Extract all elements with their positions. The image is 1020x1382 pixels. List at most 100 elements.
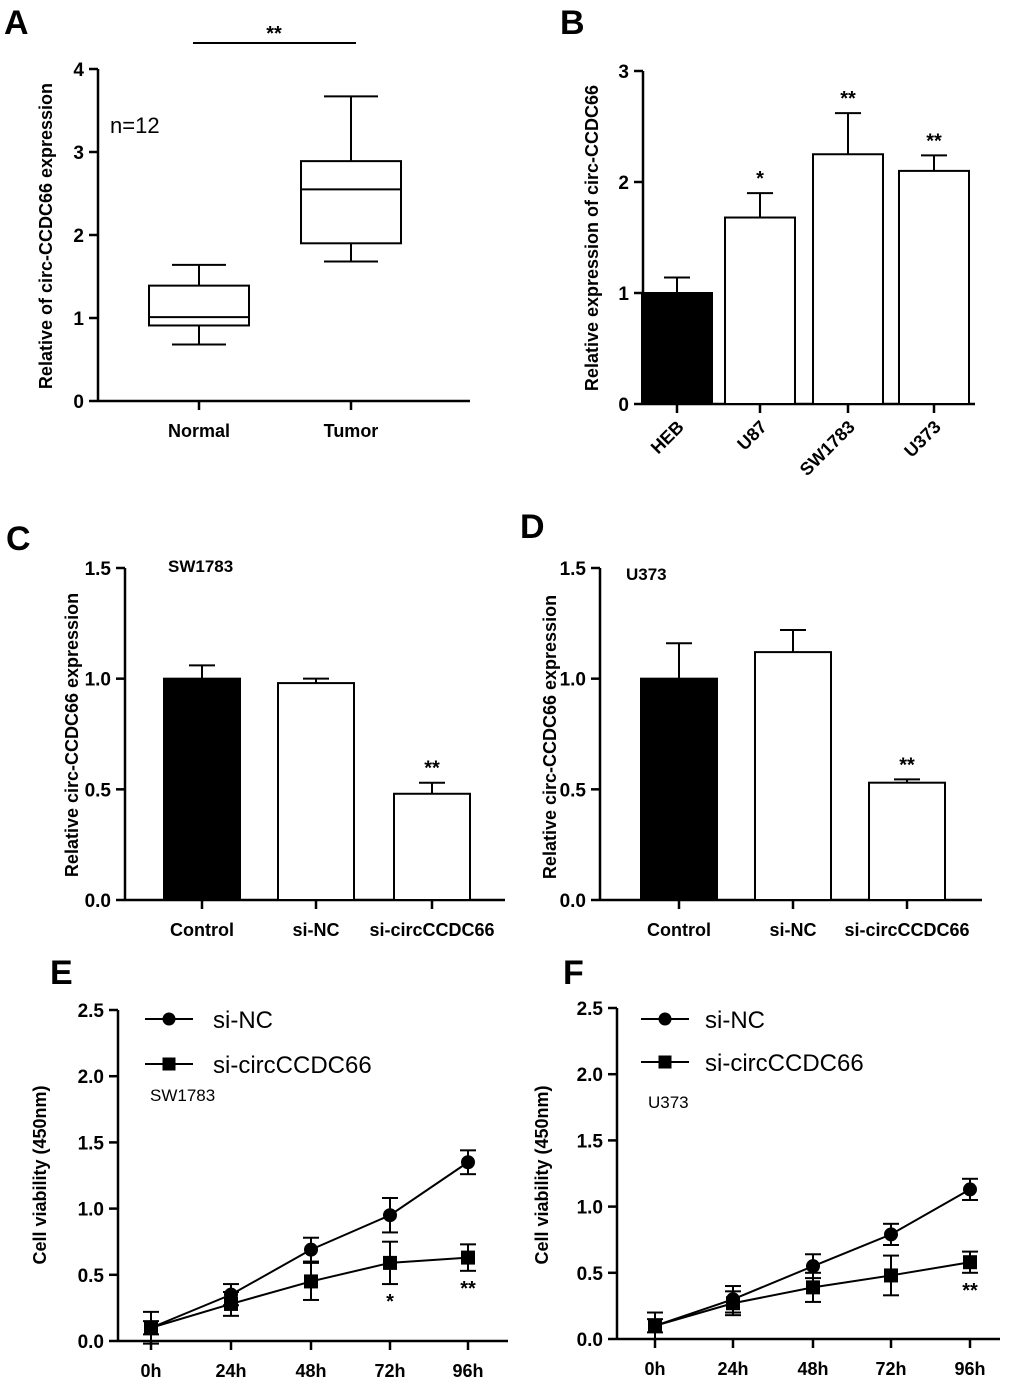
legend-marker-square (162, 1057, 176, 1071)
y-tick-label: 0.5 (577, 1264, 604, 1285)
panel-c-ylabel: Relative circ-CCDC66 expression (62, 593, 82, 877)
significance-marker: ** (899, 754, 915, 776)
x-category-label: 0h (140, 1361, 161, 1381)
data-point-square (224, 1296, 238, 1311)
y-tick-label: 3 (618, 62, 629, 83)
data-point-square (648, 1318, 662, 1333)
legend-marker-square (658, 1055, 672, 1069)
y-tick-label: 2.5 (78, 1001, 105, 1022)
legend-marker-circle (162, 1012, 176, 1026)
panel-b-label: B (560, 4, 585, 42)
x-category-label: 72h (875, 1359, 906, 1379)
panel-d-title: U373 (626, 565, 667, 584)
panel-f-legend-si-circccdc66: si-circCCDC66 (641, 1050, 864, 1077)
x-category-label: Normal (168, 421, 230, 441)
y-tick-label: 1.0 (577, 1198, 603, 1219)
x-category-label: 96h (954, 1359, 985, 1379)
panel-e-legend-si-nc: si-NC (145, 1007, 273, 1034)
x-category-label: 24h (717, 1359, 748, 1379)
bar-u373 (898, 169, 970, 405)
y-tick-label: 2.0 (577, 1065, 603, 1086)
data-point-square (383, 1255, 397, 1270)
legend-marker-circle (658, 1012, 672, 1026)
x-category-label: si-NC (769, 920, 816, 940)
x-category-label: 48h (295, 1361, 326, 1381)
panel-a: A Relative of circ-CCDC66 expression n=1… (4, 4, 470, 441)
y-tick-label: 0.5 (85, 780, 112, 801)
x-category-label: 24h (215, 1361, 246, 1381)
x-category-label: Control (647, 920, 711, 940)
x-category-label: HEB (647, 417, 688, 458)
significance-marker: * (756, 168, 764, 190)
bar-si-circccdc66 (868, 781, 946, 902)
y-tick-label: 1.5 (85, 559, 112, 580)
y-tick-label: 1.5 (577, 1131, 604, 1152)
data-point-circle (806, 1259, 820, 1274)
panel-c-label: C (6, 520, 31, 558)
significance-marker: ** (962, 1280, 978, 1302)
panel-b-ylabel: Relative expression of circ-CCDC66 (582, 85, 602, 391)
y-tick-label: 1.0 (85, 670, 111, 691)
y-tick-label: 0.0 (577, 1330, 603, 1351)
significance-marker: ** (840, 88, 856, 110)
data-point-square (963, 1255, 977, 1270)
panel-f: F Cell viability (450nm) si-NC si-circCC… (532, 954, 1000, 1379)
y-tick-label: 1.0 (560, 670, 586, 691)
data-point-square (726, 1296, 740, 1311)
panel-a-label: A (4, 4, 29, 42)
legend-label-si-circccdc66: si-circCCDC66 (705, 1050, 864, 1077)
data-point-square (461, 1250, 475, 1265)
data-point-circle (963, 1182, 977, 1197)
significance-marker: * (386, 1291, 394, 1313)
series-line-si-circccdc66 (150, 1256, 469, 1329)
x-category-label: SW1783 (796, 417, 859, 480)
data-point-circle (884, 1227, 898, 1242)
panel-f-subtitle: U373 (648, 1093, 689, 1112)
panel-a-ylabel: Relative of circ-CCDC66 expression (36, 83, 56, 389)
data-point-square (304, 1274, 318, 1289)
panel-d-ylabel: Relative circ-CCDC66 expression (540, 595, 560, 879)
panel-d: D U373 Relative circ-CCDC66 expression 0… (520, 508, 982, 940)
x-category-label: 96h (452, 1361, 483, 1381)
bar-u87 (724, 216, 796, 405)
x-category-label: U87 (733, 417, 770, 454)
y-tick-label: 2.5 (577, 999, 604, 1020)
bar-sw1783 (812, 153, 884, 405)
data-point-circle (383, 1208, 397, 1223)
x-category-label: si-circCCDC66 (844, 920, 969, 940)
data-point-circle (304, 1242, 318, 1257)
y-tick-label: 0.0 (78, 1332, 104, 1353)
y-tick-label: 1.5 (560, 559, 587, 580)
y-tick-label: 0.5 (78, 1266, 105, 1287)
panel-f-legend-si-nc: si-NC (641, 1007, 765, 1034)
panel-e: E Cell viability (450nm) si-NC si-circCC… (30, 954, 508, 1381)
legend-label-si-nc: si-NC (213, 1007, 273, 1034)
bar-si-circccdc66 (393, 792, 471, 902)
panel-a-significance: ** (266, 23, 282, 45)
panel-e-label: E (50, 954, 73, 992)
bar-si-nc (754, 651, 832, 902)
x-category-label: Tumor (324, 421, 379, 441)
x-category-label: si-NC (292, 920, 339, 940)
x-category-label: 48h (797, 1359, 828, 1379)
bar-si-nc (277, 682, 355, 901)
panel-a-sample-size: n=12 (110, 113, 160, 138)
panel-b: B Relative expression of circ-CCDC66 0 1 2… (560, 4, 975, 480)
y-tick-label: 3 (73, 143, 84, 164)
x-category-label: U373 (900, 417, 945, 462)
y-tick-label: 1.5 (78, 1133, 105, 1154)
panel-e-subtitle: SW1783 (150, 1086, 215, 1105)
legend-label-si-circccdc66: si-circCCDC66 (213, 1052, 372, 1079)
bar-control (163, 677, 241, 902)
panel-f-ylabel: Cell viability (450nm) (532, 1085, 552, 1264)
bar-control (640, 677, 718, 902)
y-tick-label: 2 (618, 173, 629, 194)
y-tick-label: 0.5 (560, 780, 587, 801)
significance-marker: ** (424, 758, 440, 780)
data-point-square (884, 1268, 898, 1283)
panel-e-legend-si-circccdc66: si-circCCDC66 (145, 1052, 372, 1079)
x-category-label: Control (170, 920, 234, 940)
y-tick-label: 1 (618, 284, 629, 305)
panel-f-label: F (563, 954, 584, 992)
